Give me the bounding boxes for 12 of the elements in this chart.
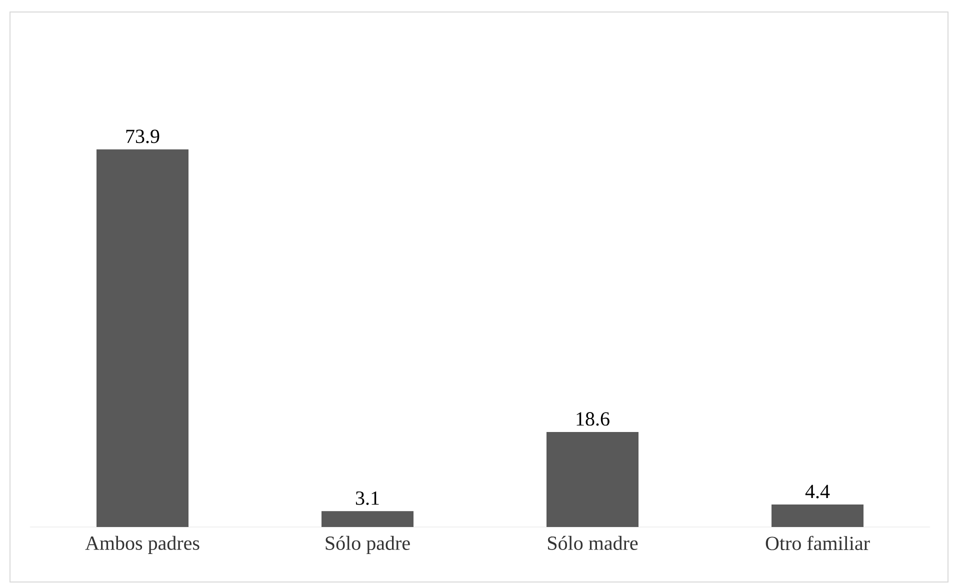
bar (96, 149, 188, 527)
data-label: 3.1 (356, 491, 379, 505)
x-tick-label: Sólo padre (326, 536, 410, 554)
bar (322, 511, 414, 527)
data-label: 4.4 (805, 484, 830, 498)
x-tick-label: Ambos padres (85, 536, 200, 554)
x-tick-label: Sólo madre (548, 536, 638, 550)
bar (546, 432, 639, 527)
bar (772, 504, 864, 527)
data-label: 18.6 (576, 412, 610, 426)
data-label: 73.9 (126, 130, 160, 144)
x-tick-label: Otro familiar (766, 536, 870, 550)
